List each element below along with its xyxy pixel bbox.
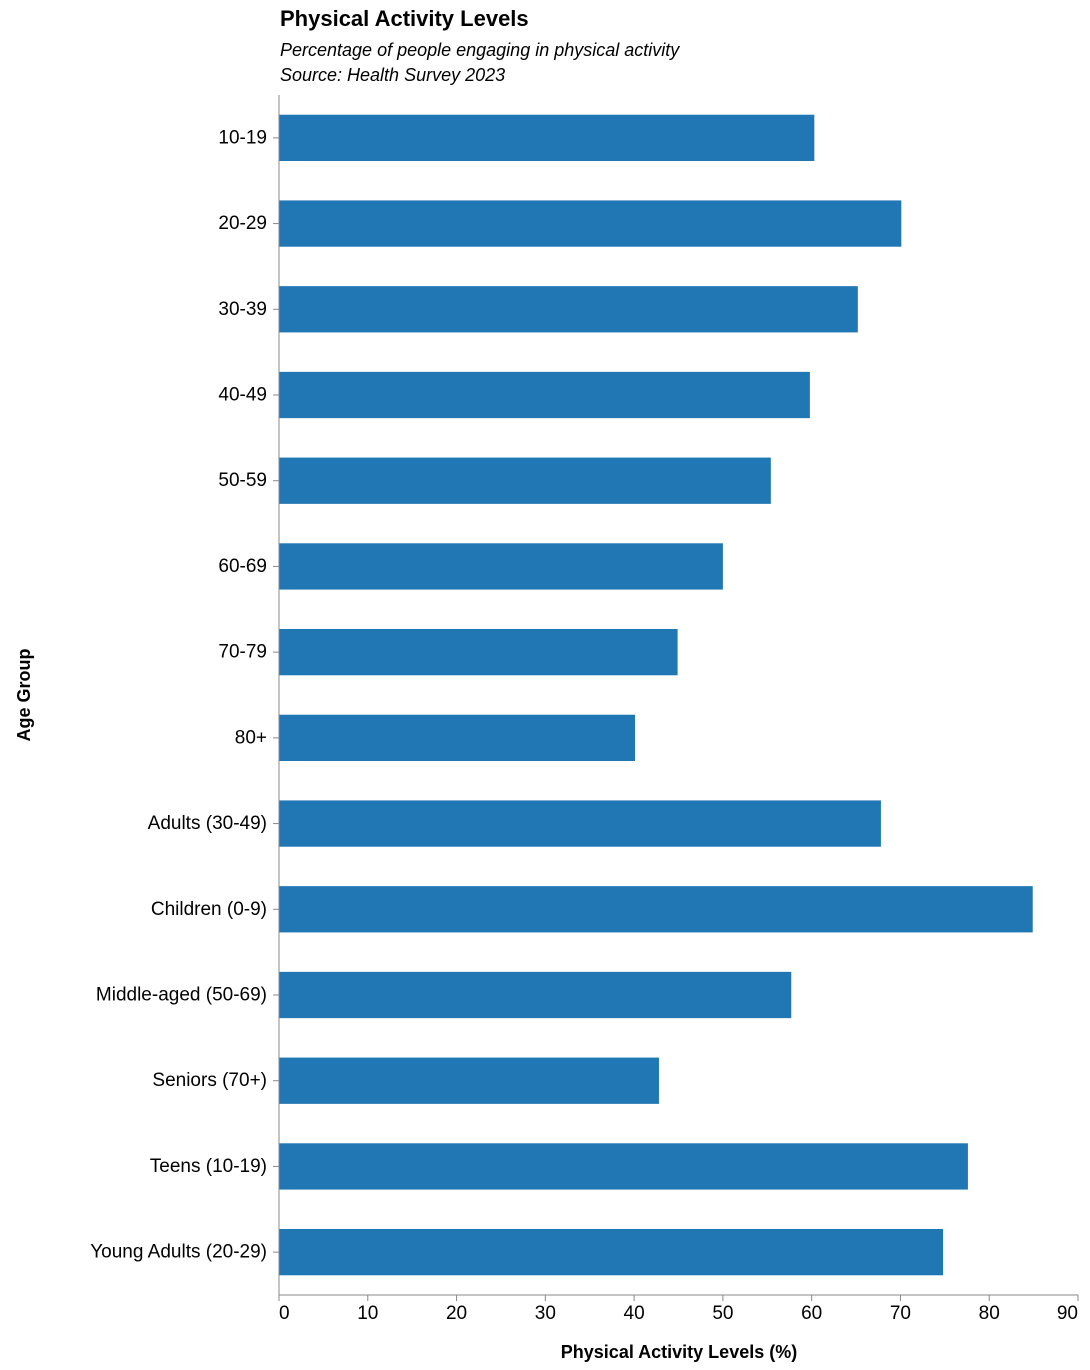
x-tick-label-30: 30 bbox=[535, 1303, 556, 1324]
y-tick-label-10-19: 10-19 bbox=[218, 127, 267, 148]
bars-layer bbox=[279, 114, 1033, 1276]
bar-50-59 bbox=[279, 457, 771, 504]
y-tick-label-20-29: 20-29 bbox=[218, 213, 267, 234]
y-tick-label-children-0-9: Children (0-9) bbox=[151, 899, 267, 920]
chart-subtitle-line-1: Percentage of people engaging in physica… bbox=[280, 40, 680, 60]
x-tick-label-50: 50 bbox=[712, 1303, 733, 1324]
y-tick-label-40-49: 40-49 bbox=[218, 385, 267, 406]
bar-40-49 bbox=[279, 371, 810, 419]
x-tick-label-0: 0 bbox=[279, 1303, 290, 1324]
y-tick-label-middle-aged-50-69: Middle-aged (50-69) bbox=[96, 985, 267, 1006]
x-tick-label-90: 90 bbox=[1057, 1303, 1078, 1324]
y-axis-title: Age Group bbox=[14, 648, 34, 741]
x-axis-title: Physical Activity Levels (%) bbox=[561, 1342, 797, 1362]
x-tick-label-10: 10 bbox=[357, 1303, 378, 1324]
bar-10-19 bbox=[279, 114, 815, 161]
y-tick-label-70-79: 70-79 bbox=[218, 642, 267, 663]
bar-adults-30-49 bbox=[279, 800, 881, 847]
bar-young-adults-20-29 bbox=[279, 1229, 944, 1276]
chart-subtitle-line-2: Source: Health Survey 2023 bbox=[280, 65, 506, 85]
x-tick-label-40: 40 bbox=[624, 1303, 645, 1324]
x-tick-label-20: 20 bbox=[446, 1303, 467, 1324]
x-tick-label-60: 60 bbox=[801, 1303, 822, 1324]
x-axis: 0 10 20 30 40 50 60 70 80 90 bbox=[278, 1294, 1079, 1324]
y-axis: 10-19 20-29 30-39 40-49 50-59 60-69 70-79 80+ Ad… bbox=[90, 95, 280, 1295]
y-tick-label-seniors-70: Seniors (70+) bbox=[152, 1070, 267, 1091]
bar-70-79 bbox=[279, 629, 678, 676]
chart-title: Physical Activity Levels bbox=[280, 6, 529, 31]
bar-80 bbox=[279, 714, 635, 761]
bar-20-29 bbox=[279, 200, 902, 247]
bar-30-39 bbox=[279, 286, 858, 333]
bar-middle-aged-50-69 bbox=[279, 971, 792, 1019]
y-tick-label-30-39: 30-39 bbox=[218, 299, 267, 320]
y-tick-label-60-69: 60-69 bbox=[218, 556, 267, 577]
bar-seniors-70 bbox=[279, 1057, 659, 1104]
x-tick-label-70: 70 bbox=[890, 1303, 911, 1324]
y-tick-label-adults-30-49: Adults (30-49) bbox=[148, 813, 267, 834]
bar-teens-10-19 bbox=[279, 1143, 968, 1190]
y-tick-label-80: 80+ bbox=[235, 727, 267, 748]
bar-children-0-9 bbox=[279, 886, 1033, 933]
x-tick-label-80: 80 bbox=[979, 1303, 1000, 1324]
y-tick-label-50-59: 50-59 bbox=[218, 470, 267, 491]
bar-60-69 bbox=[279, 543, 723, 590]
y-tick-label-teens-10-19: Teens (10-19) bbox=[150, 1156, 267, 1177]
y-tick-label-young-adults-20-29: Young Adults (20-29) bbox=[90, 1242, 267, 1263]
